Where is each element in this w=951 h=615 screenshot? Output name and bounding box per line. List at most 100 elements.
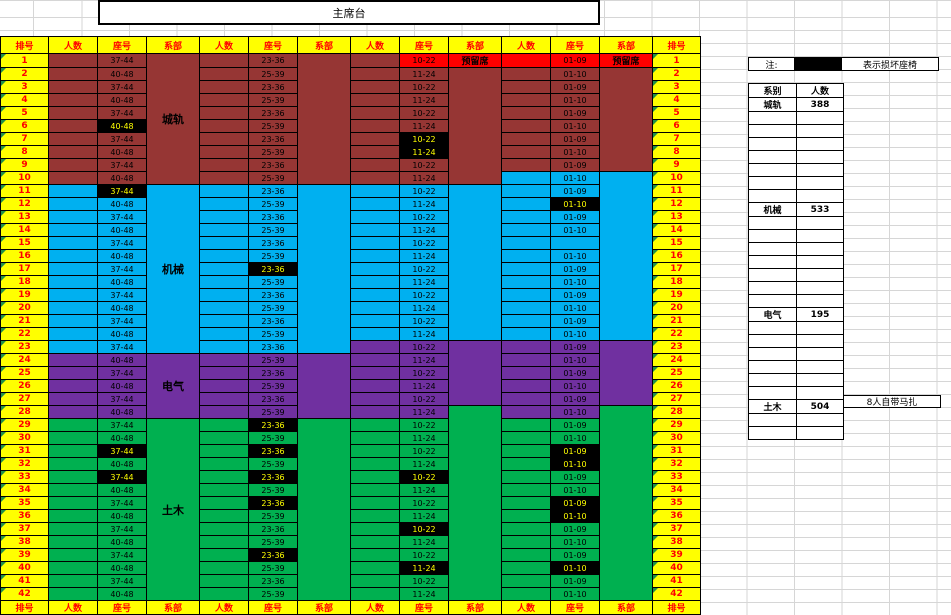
seat-range-cell[interactable]: 25-39 [248, 275, 298, 289]
seat-range-cell[interactable]: 10-22 [399, 496, 449, 510]
count-cell[interactable] [350, 522, 400, 536]
seat-range-cell[interactable]: 37-44 [97, 574, 147, 588]
row-number-cell[interactable]: 13 [0, 210, 49, 224]
row-number-cell[interactable]: 10 [0, 171, 49, 185]
summary-empty-cell[interactable] [748, 281, 797, 295]
summary-empty-cell[interactable] [748, 163, 797, 177]
count-cell[interactable] [48, 431, 98, 445]
seat-range-cell[interactable]: 23-36 [248, 53, 298, 68]
row-number-cell[interactable]: 28 [0, 405, 49, 419]
count-cell[interactable] [350, 106, 400, 120]
summary-empty-cell[interactable] [748, 373, 797, 387]
seat-range-cell[interactable]: 10-22 [399, 158, 449, 172]
column-footer[interactable]: 人数 [350, 600, 400, 615]
seat-range-cell[interactable]: 10-22 [399, 262, 449, 276]
count-cell[interactable] [501, 509, 551, 523]
seat-range-cell[interactable] [550, 236, 600, 250]
count-cell[interactable] [48, 340, 98, 354]
column-header[interactable]: 人数 [501, 36, 551, 54]
row-number-cell[interactable]: 39 [652, 548, 701, 562]
seat-range-cell[interactable]: 10-22 [399, 340, 449, 354]
seat-range-cell[interactable]: 40-48 [97, 197, 147, 211]
count-cell[interactable] [501, 548, 551, 562]
count-cell[interactable] [501, 379, 551, 393]
count-cell[interactable] [501, 223, 551, 237]
summary-header-dept[interactable]: 系别 [748, 83, 797, 98]
count-cell[interactable] [350, 301, 400, 315]
row-number-cell[interactable]: 21 [652, 314, 701, 328]
seat-range-cell[interactable]: 01-09 [550, 522, 600, 536]
count-cell[interactable] [199, 53, 249, 68]
summary-empty-cell[interactable] [796, 111, 844, 125]
seat-range-cell[interactable]: 01-10 [550, 561, 600, 575]
count-cell[interactable] [350, 548, 400, 562]
count-cell[interactable] [199, 483, 249, 497]
count-cell[interactable] [199, 379, 249, 393]
count-cell[interactable] [350, 93, 400, 107]
count-cell[interactable] [501, 431, 551, 445]
count-cell[interactable] [350, 210, 400, 224]
count-cell[interactable] [350, 249, 400, 263]
count-cell[interactable] [350, 509, 400, 523]
count-cell[interactable] [501, 301, 551, 315]
seat-range-cell[interactable]: 10-22 [399, 470, 449, 484]
seat-range-cell[interactable]: 40-48 [97, 301, 147, 315]
count-cell[interactable] [199, 301, 249, 315]
department-cell[interactable] [448, 405, 502, 601]
count-cell[interactable] [350, 379, 400, 393]
seat-range-cell[interactable]: 01-10 [550, 535, 600, 549]
count-cell[interactable] [350, 392, 400, 406]
count-cell[interactable] [48, 197, 98, 211]
row-number-cell[interactable]: 29 [0, 418, 49, 432]
count-cell[interactable] [501, 288, 551, 302]
row-number-cell[interactable]: 42 [652, 587, 701, 601]
seat-range-cell[interactable]: 40-48 [97, 509, 147, 523]
count-cell[interactable] [48, 314, 98, 328]
seat-range-cell[interactable]: 23-36 [248, 210, 298, 224]
seat-range-cell[interactable]: 40-48 [97, 119, 147, 133]
seat-range-cell[interactable]: 40-48 [97, 379, 147, 393]
count-cell[interactable] [501, 67, 551, 81]
row-number-cell[interactable]: 4 [0, 93, 49, 107]
row-number-cell[interactable]: 35 [0, 496, 49, 510]
row-number-cell[interactable]: 19 [0, 288, 49, 302]
summary-empty-cell[interactable] [796, 163, 844, 177]
department-cell[interactable] [448, 67, 502, 185]
row-number-cell[interactable]: 13 [652, 210, 701, 224]
count-cell[interactable] [350, 405, 400, 419]
count-cell[interactable] [501, 275, 551, 289]
seat-range-cell[interactable]: 01-10 [550, 483, 600, 497]
count-cell[interactable] [48, 327, 98, 341]
count-cell[interactable] [501, 535, 551, 549]
summary-empty-cell[interactable] [796, 321, 844, 335]
count-cell[interactable] [199, 236, 249, 250]
count-cell[interactable] [199, 210, 249, 224]
row-number-cell[interactable]: 1 [652, 53, 701, 68]
seat-range-cell[interactable]: 01-10 [550, 197, 600, 211]
seat-range-cell[interactable]: 10-22 [399, 314, 449, 328]
summary-empty-cell[interactable] [796, 373, 844, 387]
count-cell[interactable] [199, 561, 249, 575]
row-number-cell[interactable]: 41 [652, 574, 701, 588]
row-number-cell[interactable]: 15 [652, 236, 701, 250]
count-cell[interactable] [501, 418, 551, 432]
count-cell[interactable] [350, 119, 400, 133]
seat-range-cell[interactable]: 23-36 [248, 574, 298, 588]
count-cell[interactable] [48, 171, 98, 185]
seat-range-cell[interactable]: 37-44 [97, 548, 147, 562]
seat-range-cell[interactable]: 23-36 [248, 418, 298, 432]
seat-range-cell[interactable]: 37-44 [97, 184, 147, 198]
summary-empty-cell[interactable] [748, 360, 797, 374]
count-cell[interactable] [48, 457, 98, 471]
count-cell[interactable] [199, 197, 249, 211]
summary-dept-cell[interactable]: 机械 [748, 202, 797, 217]
row-number-cell[interactable]: 18 [0, 275, 49, 289]
seat-range-cell[interactable]: 23-36 [248, 522, 298, 536]
summary-count-cell[interactable]: 388 [796, 97, 844, 112]
count-cell[interactable] [350, 457, 400, 471]
seat-range-cell[interactable]: 40-48 [97, 535, 147, 549]
row-number-cell[interactable]: 24 [652, 353, 701, 367]
department-cell[interactable] [599, 67, 653, 172]
row-number-cell[interactable]: 10 [652, 171, 701, 185]
seat-range-cell[interactable]: 25-39 [248, 561, 298, 575]
